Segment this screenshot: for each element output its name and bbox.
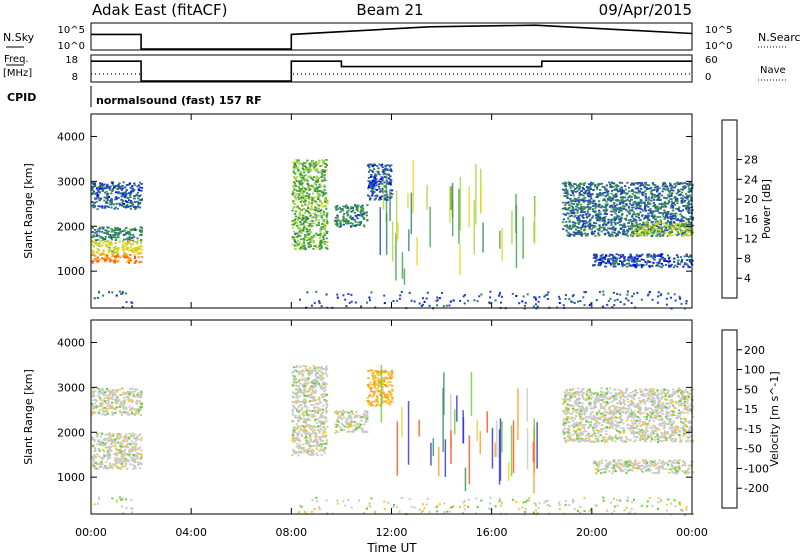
power-near-range-scatter [93, 290, 688, 310]
velocity-colorbar: 200 100 50 15 -15 -50 -100 -200 [737, 344, 769, 495]
noise-left-tick-high: 10^5 [58, 25, 85, 36]
velocity-region-6 [592, 459, 695, 475]
power-yaxis: 1000 2000 3000 4000 [57, 130, 692, 278]
xtick-5: 20:00 [576, 526, 608, 539]
velocity-yaxis: 1000 2000 3000 4000 [57, 336, 692, 484]
date-title: 09/Apr/2015 [599, 1, 692, 19]
xaxis-title: Time UT [366, 541, 417, 554]
velocity-streaks [380, 364, 538, 494]
power-region-5 [333, 204, 369, 228]
velocity-colorbar-frame [721, 329, 738, 509]
station-title: Adak East (fitACF) [92, 1, 227, 19]
xtick-0: 00:00 [75, 526, 107, 539]
power-region-0 [91, 181, 144, 210]
freq-left-tick-high: 18 [65, 55, 78, 66]
xtick-4: 16:00 [476, 526, 508, 539]
freq-trace [91, 60, 692, 82]
power-colorbar: 4 8 12 16 20 24 28 [737, 154, 758, 285]
noise-right-tick-high: 10^5 [705, 25, 732, 36]
power-xaxis [90, 114, 693, 308]
power-region-8 [629, 221, 694, 237]
velocity-ytick-2: 3000 [57, 381, 85, 394]
power-region-9 [592, 253, 694, 269]
power-data-layer [91, 158, 695, 310]
power-panel-bg [91, 114, 692, 308]
power-colorbar-title: Power [dB] [760, 179, 773, 239]
freq-right-tick-high: 60 [705, 55, 718, 66]
xtick-3: 12:00 [376, 526, 408, 539]
vel-cbar-tick-3: 15 [744, 403, 758, 416]
velocity-ylabel: Slant Range [km] [22, 369, 35, 465]
freq-left-tick-low: 8 [72, 72, 78, 83]
vel-cbar-tick-5: -50 [744, 443, 762, 456]
velocity-ytick-0: 1000 [57, 471, 85, 484]
noise-left-tick-low: 10^0 [58, 41, 85, 52]
velocity-data-layer [91, 364, 695, 516]
beam-title: Beam 21 [356, 1, 423, 19]
power-cbar-tick-2: 12 [744, 233, 758, 246]
power-ytick-1: 2000 [57, 220, 85, 233]
velocity-colorbar-title: Velocity [m s^-1] [768, 371, 781, 466]
time-axis-labels: 00:00 04:00 08:00 12:00 16:00 20:00 00:00 [75, 526, 708, 539]
power-region-2 [91, 240, 144, 255]
power-cbar-tick-1: 8 [744, 252, 751, 265]
xtick-6: 00:00 [676, 526, 708, 539]
velocity-region-5 [561, 387, 695, 443]
noise-right-label: N.Search [758, 31, 800, 44]
freq-left-label-2: [MHz] [3, 68, 32, 79]
freq-right-tick-low: 0 [705, 72, 711, 83]
velocity-region-3 [334, 409, 369, 434]
power-cbar-tick-3: 16 [744, 213, 758, 226]
xtick-1: 04:00 [175, 526, 207, 539]
power-region-3 [91, 253, 144, 264]
velocity-xaxis [90, 320, 693, 514]
velocity-ytick-3: 4000 [57, 336, 85, 349]
cpid-label: CPID [7, 91, 36, 104]
xtick-2: 08:00 [275, 526, 307, 539]
power-cbar-tick-6: 28 [744, 154, 758, 167]
power-cbar-tick-5: 24 [744, 173, 758, 186]
power-cbar-tick-0: 4 [744, 272, 751, 285]
vel-cbar-tick-0: 200 [744, 344, 765, 357]
vel-cbar-tick-4: -15 [744, 423, 762, 436]
vel-cbar-tick-6: -100 [744, 462, 769, 475]
noise-panel-frame [90, 22, 693, 51]
power-ytick-3: 4000 [57, 130, 85, 143]
vel-cbar-tick-1: 100 [744, 364, 765, 377]
power-region-1 [91, 226, 144, 242]
velocity-ytick-1: 2000 [57, 426, 85, 439]
power-colorbar-frame [721, 119, 738, 299]
noise-right-tick-low: 10^0 [705, 41, 732, 52]
vel-cbar-tick-2: 50 [744, 383, 758, 396]
cpid-value: normalsound (fast) 157 RF [96, 94, 262, 107]
power-ylabel: Slant Range [km] [22, 163, 35, 259]
power-cbar-tick-4: 20 [744, 193, 758, 206]
freq-right-label: Nave [760, 65, 786, 76]
vel-cbar-tick-7: -200 [744, 482, 769, 495]
velocity-region-2 [291, 364, 329, 457]
power-region-4 [291, 158, 329, 251]
freq-panel-frame [90, 54, 693, 83]
nave-trace [91, 73, 692, 82]
velocity-region-1 [91, 432, 143, 470]
power-ytick-2: 3000 [57, 175, 85, 188]
power-streaks [379, 160, 536, 285]
velocity-region-0 [91, 387, 144, 417]
velocity-near-range-scatter [93, 496, 694, 516]
power-region-6 [366, 163, 394, 201]
freq-left-label-1: Freq. [4, 54, 29, 65]
noise-left-label: N.Sky [3, 31, 35, 44]
power-ytick-0: 1000 [57, 265, 85, 278]
noise-sky-trace [91, 24, 693, 50]
